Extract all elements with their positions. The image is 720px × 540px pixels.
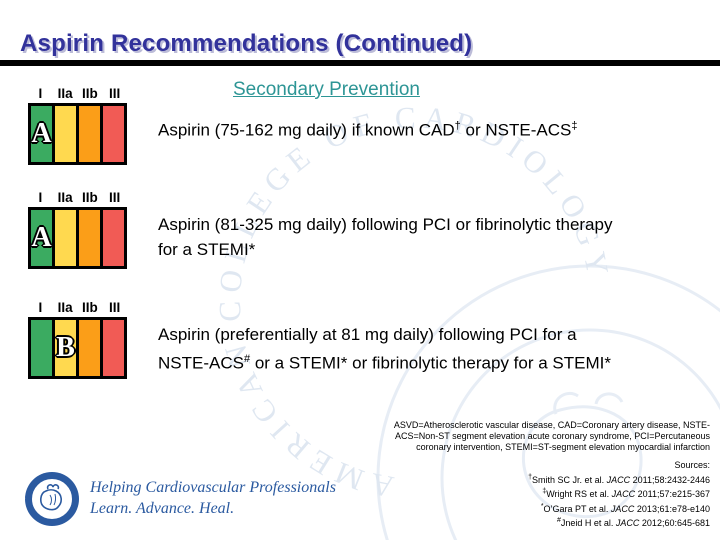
source-citation: #Jneid H et al. JACC 2012;60:645-681 [556,517,710,528]
class-cell-iib [79,320,100,376]
class-scale-header: I IIa IIb III [28,300,127,317]
recommendation-text-1: Aspirin (75-162 mg daily) if known CAD† … [158,120,578,140]
class-label-iib: IIb [82,300,98,315]
tagline-line-2: Learn. Advance. Heal. [90,500,235,517]
class-cell-i [31,320,52,376]
class-label-i: I [38,190,43,205]
class-of-recommendation-box-2: I IIa IIb III A [28,190,127,269]
recommendation-text-3: Aspirin (preferentially at 81 mg daily) … [158,325,611,373]
sources-label: Sources: [674,460,710,470]
evidence-grade-letter: B [56,332,75,363]
evidence-grade-letter: A [31,118,52,149]
class-label-i: I [38,300,43,315]
class-cell-iia [55,106,76,162]
source-citation: †Smith SC Jr. et al. JACC 2011;58:2432-2… [528,473,710,485]
class-label-iib: IIb [82,86,98,101]
class-cell-iia: B [55,320,76,376]
class-cell-iia [55,210,76,266]
tagline-line-1: Helping Cardiovascular Professionals [90,479,336,496]
sources-list: Sources: †Smith SC Jr. et al. JACC 2011;… [330,459,710,530]
class-scale-header: I IIa IIb III [28,86,127,103]
evidence-grade-letter: A [31,222,52,253]
class-label-i: I [38,86,43,101]
class-label-iii: III [108,86,121,101]
class-cell-i: A [31,210,52,266]
class-cell-iii [103,320,124,376]
source-citation: ‡Wright RS et al. JACC 2011;57:e215-367 [542,488,710,499]
source-citation: *O’Gara PT et al. JACC 2013;61:e78-e140 [540,502,710,514]
abbreviations-note: ASVD=Atherosclerotic vascular disease, C… [330,420,710,453]
abbrev-line: ACS=Non-ST segment elevation acute coron… [395,431,710,441]
class-scale-header: I IIa IIb III [28,190,127,207]
abbrev-line: coronary intervention, STEMI=ST-segment … [416,442,710,452]
class-of-recommendation-box-3: I IIa IIb III B [28,300,127,379]
class-of-recommendation-box-1: I IIa IIb III A [28,86,127,165]
class-label-iia: IIa [57,190,73,205]
class-cell-iib [79,106,100,162]
class-cell-i: A [31,106,52,162]
abbrev-line: ASVD=Atherosclerotic vascular disease, C… [393,420,710,430]
slide-title: Aspirin Recommendations (Continued) [20,30,473,57]
recommendation-text-2: Aspirin (81-325 mg daily) following PCI … [158,215,613,259]
title-rule [0,60,720,66]
class-label-iia: IIa [57,86,73,101]
class-label-iii: III [108,300,121,315]
class-label-iia: IIa [57,300,73,315]
class-label-iii: III [108,190,121,205]
class-cell-iib [79,210,100,266]
class-cell-iii [103,106,124,162]
acc-tagline: Helping Cardiovascular Professionals Lea… [90,477,336,519]
class-cell-iii [103,210,124,266]
class-label-iib: IIb [82,190,98,205]
section-heading: Secondary Prevention [233,79,420,100]
acc-seal-icon: AMERICAN COLLEGE CARDIOLOGY [24,471,79,526]
